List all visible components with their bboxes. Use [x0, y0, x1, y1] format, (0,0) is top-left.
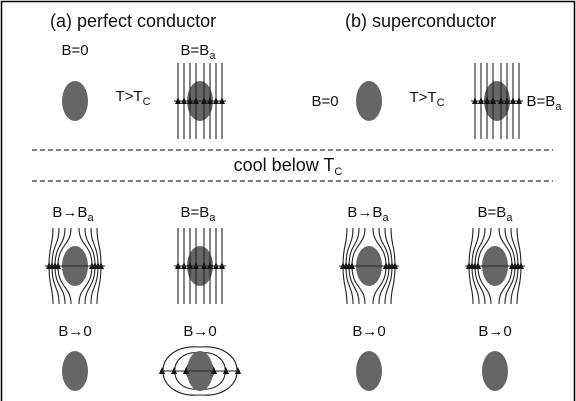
label-sub: C: [437, 97, 445, 109]
page: {"titles": ["(a) perfect conductor", "(b…: [0, 0, 576, 401]
panel-title: (a) perfect conductor: [50, 11, 216, 31]
label-text: B=0: [61, 42, 88, 59]
label-sub: a: [382, 212, 389, 224]
label-sub: a: [87, 212, 94, 224]
label-sub: a: [209, 50, 216, 62]
label: B→Ba: [347, 204, 389, 224]
frame: [2, 2, 575, 401]
label-text: B→0: [478, 323, 511, 340]
label-sub: a: [555, 101, 562, 113]
label-text: B=0: [311, 93, 338, 110]
label: cool below TC: [234, 155, 343, 178]
label: T>TC: [115, 88, 150, 108]
label-text: B→0: [58, 323, 91, 340]
label: B→0: [183, 323, 216, 340]
label-sub: a: [506, 212, 513, 224]
label-text: B→0: [183, 323, 216, 340]
label-text: B=B: [478, 204, 507, 221]
label-text: B=B: [181, 42, 210, 59]
label-sub: C: [143, 96, 151, 108]
label: B=Ba: [478, 204, 514, 224]
label: B→0: [58, 323, 91, 340]
artwork: [45, 63, 525, 395]
label: B=0: [61, 42, 88, 59]
diagram: (a) perfect conductor (b) superconductor…: [0, 0, 576, 401]
label: B→0: [352, 323, 385, 340]
label-text: T>T: [115, 88, 142, 105]
label: B=Ba: [181, 42, 217, 62]
label: B=0: [311, 93, 338, 110]
label-text: B→0: [352, 323, 385, 340]
label: T>TC: [409, 89, 444, 109]
panel-title: (b) superconductor: [345, 11, 496, 31]
sample: [482, 351, 508, 391]
label-text: cool below T: [234, 155, 335, 175]
label-sub: a: [209, 212, 216, 224]
label-text: B→B: [52, 204, 87, 221]
sample: [356, 81, 382, 121]
label-sub: C: [334, 166, 342, 178]
label-text: B=B: [527, 93, 556, 110]
sample: [356, 351, 382, 391]
label: B→Ba: [52, 204, 94, 224]
label: B=Ba: [527, 93, 563, 113]
sample: [62, 81, 88, 121]
sample: [62, 351, 88, 391]
label-text: B=B: [181, 204, 210, 221]
label-text: B→B: [347, 204, 382, 221]
label: B=Ba: [181, 204, 217, 224]
label: B→0: [478, 323, 511, 340]
label-text: T>T: [409, 89, 436, 106]
